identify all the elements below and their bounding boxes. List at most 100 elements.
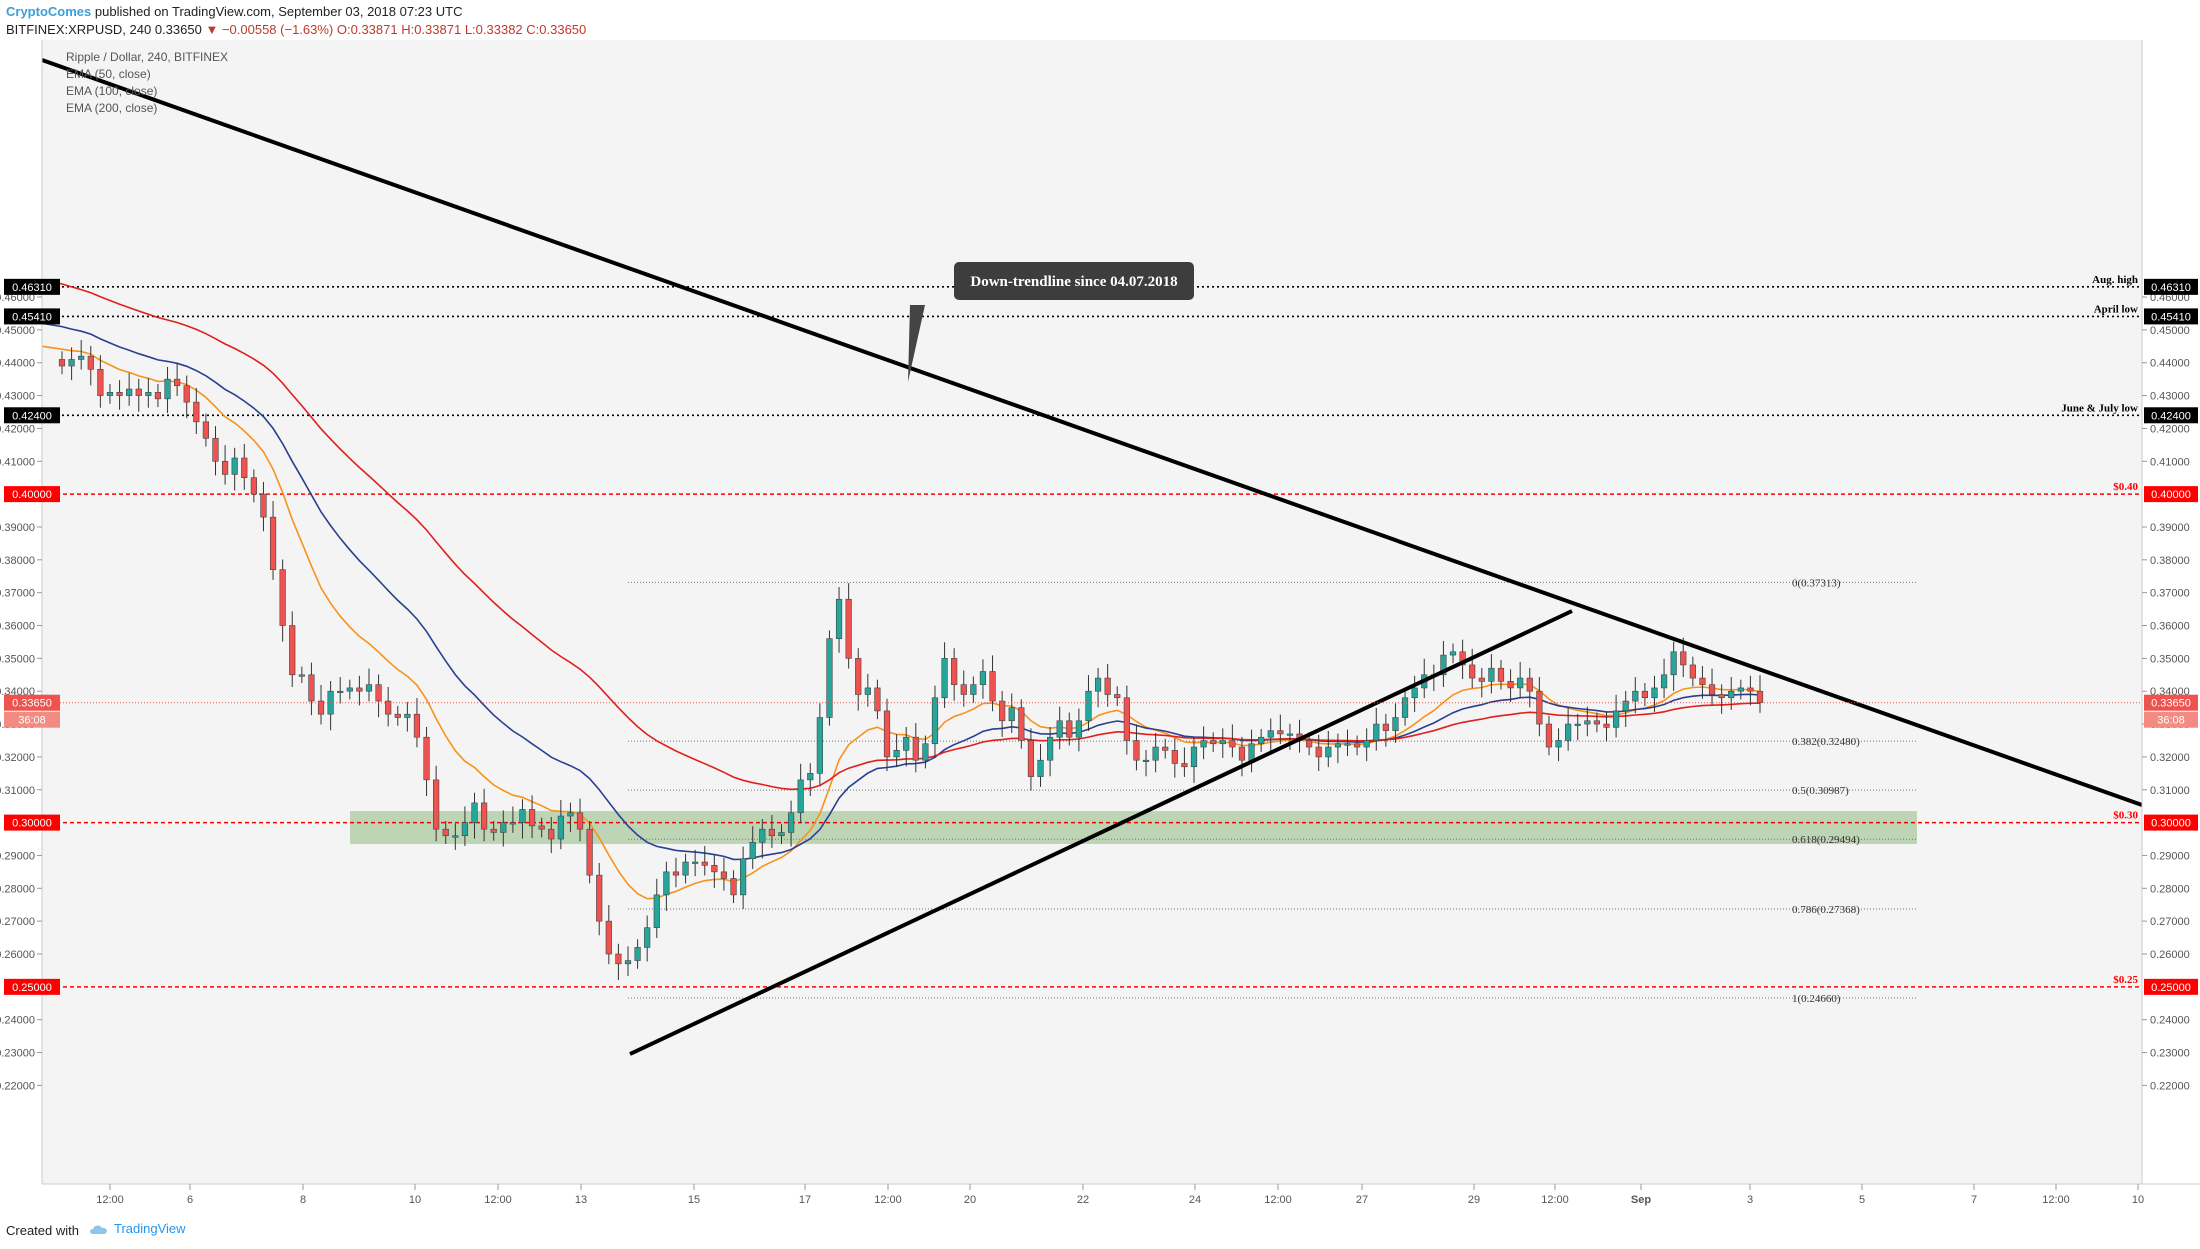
- price-change: ▼ −0.00558 (−1.63%): [205, 22, 334, 37]
- candle-body: [1574, 723, 1581, 726]
- candle-body: [624, 960, 632, 965]
- author-link[interactable]: CryptoComes: [6, 4, 92, 19]
- x-tick-label: 12:00: [96, 1194, 124, 1206]
- y-tick-label-right: 0.37000: [2150, 588, 2190, 600]
- candle-body: [250, 477, 257, 495]
- candle-body: [442, 828, 449, 837]
- candle-body: [672, 871, 680, 876]
- up-trendline[interactable]: [629, 609, 1573, 1056]
- last-price: 0.33650: [154, 22, 202, 37]
- candle-body: [154, 391, 162, 400]
- y-tick-label-left: 0.23000: [0, 1048, 35, 1060]
- annotation-callout[interactable]: Down-trendline since 04.07.2018: [908, 262, 1194, 382]
- x-tick-label: 22: [1077, 1194, 1089, 1206]
- candle-body: [1075, 720, 1082, 738]
- y-tick-label-left: 0.35000: [0, 653, 35, 665]
- candle-body: [1603, 723, 1610, 728]
- candle-body: [864, 687, 871, 695]
- candle-body: [423, 736, 430, 781]
- candle-body: [1536, 690, 1543, 725]
- level-badge-right: [2144, 308, 2198, 325]
- candle-body: [1152, 746, 1159, 761]
- level-badge-right-text: 0.30000: [2151, 818, 2191, 830]
- candle-body: [778, 832, 785, 837]
- candle-body: [433, 779, 440, 830]
- y-tick-label-right: 0.26000: [2150, 949, 2190, 961]
- countdown-badge: [2144, 711, 2198, 728]
- level-badge-right: [2144, 407, 2198, 424]
- trendlines[interactable]: [41, 58, 2143, 1056]
- candle-body: [1190, 746, 1198, 768]
- candle-body: [481, 802, 488, 830]
- candle-body: [1056, 720, 1063, 738]
- candle-body: [1248, 743, 1255, 761]
- current-price-badge: [4, 694, 60, 711]
- candle-body: [1747, 687, 1754, 692]
- tradingview-link[interactable]: TradingView: [88, 1221, 186, 1236]
- y-tick-label-left: 0.46000: [0, 292, 35, 304]
- y-tick-label-left: 0.26000: [0, 949, 35, 961]
- level-badge-left: [4, 308, 60, 325]
- y-tick-label-right: 0.27000: [2150, 916, 2190, 928]
- current-price-text: 0.33650: [12, 698, 52, 710]
- candle-body: [1718, 694, 1725, 699]
- x-tick-label: 10: [409, 1194, 421, 1206]
- candle-body: [1085, 690, 1092, 722]
- candle-body: [500, 822, 507, 833]
- cloud-icon: [90, 1224, 107, 1234]
- candle-body: [279, 569, 286, 626]
- candle-body: [576, 812, 584, 830]
- y-tick-label-right: 0.36000: [2150, 621, 2190, 633]
- level-label: April low: [2094, 303, 2138, 315]
- x-tick-label: 27: [1356, 1194, 1368, 1206]
- level-badge-left-text: 0.40000: [12, 489, 52, 501]
- candle-body: [174, 378, 181, 387]
- candle-body: [346, 687, 353, 692]
- candle-body: [701, 861, 708, 866]
- candle-body: [1622, 700, 1629, 712]
- candle-body: [126, 388, 133, 396]
- candle-body: [1708, 684, 1716, 695]
- candle-body: [797, 779, 804, 814]
- candle-body: [557, 815, 564, 840]
- current-price-badge: [2144, 694, 2198, 711]
- candle-body: [989, 671, 996, 702]
- candle-body: [1363, 740, 1370, 748]
- candle-body: [931, 697, 939, 745]
- candle-body: [855, 658, 862, 695]
- candle-body: [1641, 690, 1648, 699]
- candle-body: [1325, 746, 1332, 758]
- candle-body: [1440, 654, 1447, 676]
- legend-symbol: Ripple / Dollar, 240, BITFINEX: [66, 50, 228, 64]
- fib-label: 0.786(0.27368): [1792, 904, 1860, 916]
- candle-body: [231, 457, 238, 475]
- candle-body: [1488, 667, 1495, 682]
- candle-body: [1162, 746, 1169, 751]
- candle-body: [653, 894, 660, 929]
- price-chart[interactable]: 0(0.37313) 0.382(0.32480) 0.5(0.30987) 0.61…: [0, 40, 2200, 1213]
- candle-body: [1507, 681, 1514, 689]
- candle-body: [1047, 736, 1054, 761]
- x-tick-label: 10: [2132, 1194, 2144, 1206]
- candle-body: [538, 825, 545, 830]
- level-badge-right-text: 0.46310: [2151, 282, 2191, 294]
- y-tick-label-left: 0.32000: [0, 752, 35, 764]
- candle-body: [1181, 763, 1188, 768]
- callout-text: Down-trendline since 04.07.2018: [970, 274, 1177, 290]
- candle-body: [740, 858, 747, 896]
- level-label: June & July low: [2061, 402, 2138, 414]
- candle-body: [68, 359, 75, 367]
- level-badge-left: [4, 486, 60, 503]
- candle-body: [1411, 687, 1418, 699]
- y-tick-label-left: 0.31000: [0, 785, 35, 797]
- candle-body: [1651, 687, 1658, 699]
- candle-body: [682, 861, 689, 876]
- level-badge-right: [2144, 814, 2198, 831]
- candle-body: [749, 842, 756, 860]
- candle-body: [1334, 743, 1341, 748]
- down-trendline[interactable]: [41, 58, 2143, 807]
- x-tick-label: Sep: [1631, 1194, 1651, 1206]
- candle-body: [883, 710, 891, 758]
- candle-body: [1066, 720, 1073, 738]
- candle-body: [874, 687, 881, 712]
